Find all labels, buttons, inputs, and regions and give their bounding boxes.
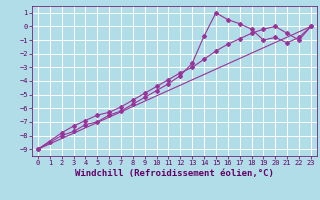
X-axis label: Windchill (Refroidissement éolien,°C): Windchill (Refroidissement éolien,°C) bbox=[75, 169, 274, 178]
